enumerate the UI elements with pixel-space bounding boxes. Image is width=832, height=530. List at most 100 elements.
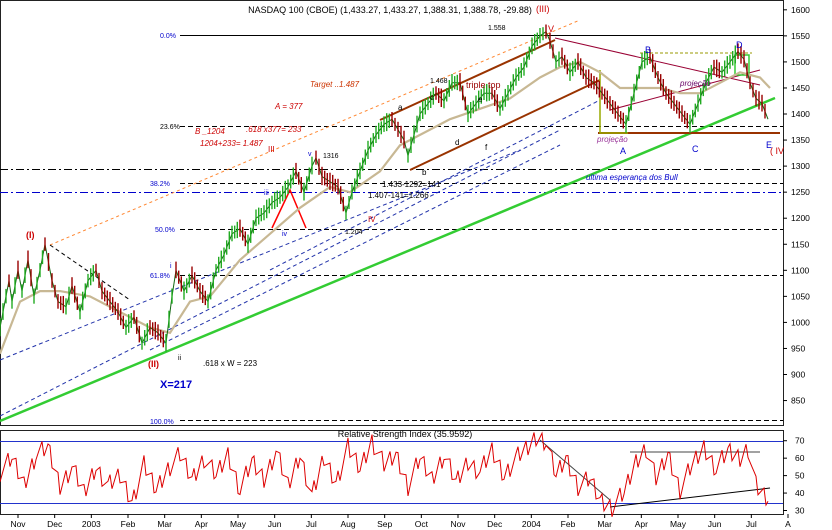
annotation: V (548, 24, 554, 34)
x-tick-label: Apr (195, 519, 208, 529)
x-tick-label: Dec (487, 519, 503, 529)
y-tick-label: 1250 (791, 187, 810, 197)
x-tick-label: Dec (47, 519, 63, 529)
y-tick-label: 950 (791, 343, 805, 353)
annotation: 50.0% (155, 227, 175, 234)
price-series (0, 24, 769, 352)
annotation: 100.0% (150, 419, 174, 426)
annotation: 1.558 (488, 25, 506, 32)
x-tick-label: Jul (746, 519, 757, 529)
annotation: ii (178, 355, 182, 362)
x-tick-label: Jun (708, 519, 722, 529)
rsi-y-tick-label: 40 (795, 488, 805, 498)
annotation: b (422, 168, 427, 177)
y-tick-label: 1400 (791, 109, 810, 119)
y-tick-label: 850 (791, 396, 805, 406)
x-tick-label: Jul (306, 519, 317, 529)
annotation: (II) (148, 359, 159, 369)
annotation: d (455, 138, 459, 147)
y-axis: 850 900 950 1000 1050 1100 1150 1200 1250 1300 135… (783, 5, 810, 406)
annotation: IV (368, 215, 376, 224)
annotation: projeção (679, 79, 711, 88)
annotation: A = 377 (274, 102, 303, 111)
annotation: D (736, 40, 743, 50)
annotation: ( IV (770, 146, 784, 156)
price-path (0, 30, 769, 345)
annotation: ultima esperança dos Bull (586, 173, 678, 182)
rsi-y-tick-label: 50 (795, 471, 805, 481)
annotation: iii (264, 190, 269, 197)
y-tick-label: 1550 (791, 31, 810, 41)
annotation: (III) (536, 4, 550, 14)
annotation: 0.0% (160, 33, 176, 40)
rsi-y-tick-label: 60 (795, 453, 805, 463)
x-tick-label: Mar (597, 519, 612, 529)
x-tick-label: Oct (415, 519, 429, 529)
annotation: 61.8% (150, 273, 170, 280)
annotation: .618 x W = 223 (203, 359, 258, 368)
y-tick-label: 1150 (791, 239, 810, 249)
x-tick-label: Jun (268, 519, 282, 529)
y-tick-label: 1300 (791, 161, 810, 171)
annotation: E (766, 140, 772, 150)
annotation: III (268, 145, 275, 154)
rsi-title: Relative Strength Index (35.9592) (338, 429, 473, 439)
x-tick-label: Apr (635, 519, 648, 529)
annotation: iv (282, 231, 288, 238)
fibonacci-levels (0, 35, 783, 421)
annotation: projeção (596, 135, 628, 144)
y-tick-label: 1200 (791, 213, 810, 223)
x-axis: Nov Dec 2003 Feb Mar Apr May Jun Jul Aug Sep Oct Nov… (10, 514, 791, 529)
annotation: A (620, 146, 626, 156)
y-tick-label: 1450 (791, 83, 810, 93)
annotation: 1.433-1292=141 (382, 180, 441, 189)
x-tick-label: Nov (450, 519, 466, 529)
annotation: a (398, 103, 403, 112)
y-tick-label: 1100 (791, 265, 810, 275)
annotation: .618 x377= 233 (246, 125, 302, 134)
x-tick-label: Feb (561, 519, 576, 529)
y-tick-label: 1350 (791, 135, 810, 145)
rsi-path (0, 431, 769, 517)
y-tick-label: 900 (791, 370, 805, 380)
annotation: 1316 (323, 153, 339, 160)
annotation: 1204+233= 1.487 (200, 139, 263, 148)
annotation: Target ..1.487 (310, 80, 360, 89)
rsi-y-tick-label: 70 (795, 436, 805, 446)
rsi-series (0, 431, 769, 517)
annotations: 0.0% 23.6% 38.2% 50.0% 61.8% 100.0% Target ..1… (26, 4, 784, 426)
annotation: 1.407-141=1.266 (368, 191, 429, 200)
annotation: e (478, 95, 483, 104)
rsi-y-tick-label: 30 (795, 506, 805, 516)
y-tick-label: 1500 (791, 57, 810, 67)
price-panel-frame (0, 0, 784, 426)
rsi-y-axis: 30 40 50 60 70 (783, 436, 805, 516)
x-tick-label: Feb (121, 519, 136, 529)
x-tick-label: Nov (10, 519, 26, 529)
y-tick-label: 1000 (791, 317, 810, 327)
y-tick-label: 1050 (791, 291, 810, 301)
rsi-trendline-2 (539, 439, 611, 501)
annotation: v (308, 151, 312, 158)
x-tick-label: May (230, 519, 247, 529)
rsi-panel-frame (0, 430, 784, 515)
x-tick-label: Mar (157, 519, 172, 529)
x-tick-label: May (670, 519, 687, 529)
chart-title: NASDAQ 100 (CBOE) (1,433.27, 1,433.27, 1… (248, 5, 532, 15)
rsi-trendline (609, 487, 771, 508)
annotation: 1.468 (430, 78, 448, 85)
annotation: f (485, 143, 488, 152)
annotation: 1.204 (345, 229, 363, 236)
x-tick-label: 2003 (82, 519, 101, 529)
annotation: 38.2% (150, 181, 170, 188)
annotation: i (170, 263, 172, 270)
y-tick-label: 1600 (791, 5, 810, 15)
annotation: X=217 (160, 379, 192, 391)
annotation: B _1204 (195, 127, 225, 136)
x-tick-label: 2004 (522, 519, 541, 529)
x-tick-label: A (785, 519, 791, 529)
x-tick-label: Sep (377, 519, 392, 529)
annotation: c (430, 93, 434, 102)
annotation: C (692, 144, 699, 154)
